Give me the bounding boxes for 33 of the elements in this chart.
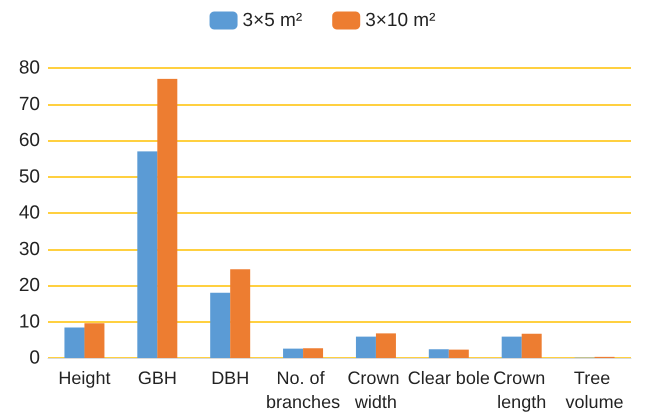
x-tick-label: No. of branches bbox=[266, 368, 340, 412]
bar bbox=[428, 349, 449, 358]
bar bbox=[283, 348, 304, 358]
bar bbox=[522, 334, 542, 358]
y-tick-label: 80 bbox=[18, 58, 40, 78]
bar bbox=[64, 328, 84, 358]
y-tick-label: 20 bbox=[18, 275, 40, 296]
y-tick-label: 0 bbox=[29, 348, 40, 368]
bar bbox=[303, 348, 324, 358]
y-tick-label: 30 bbox=[18, 238, 40, 260]
legend-label: 3×10 m² bbox=[365, 10, 436, 31]
bar bbox=[210, 292, 230, 358]
bar bbox=[356, 336, 376, 358]
x-tick-label: Height bbox=[58, 368, 110, 388]
y-tick-label: 70 bbox=[18, 94, 40, 115]
bar bbox=[137, 151, 158, 358]
x-tick-label: Crown length bbox=[493, 368, 550, 412]
bar bbox=[448, 350, 469, 358]
x-tick-label: Clear bole bbox=[408, 368, 490, 388]
y-tick-label: 10 bbox=[18, 311, 40, 332]
bar bbox=[84, 323, 104, 358]
y-tick-label: 40 bbox=[18, 202, 40, 224]
y-tick-label: 50 bbox=[18, 166, 40, 188]
x-tick-label: Crown width bbox=[347, 368, 404, 412]
x-tick-label: GBH bbox=[138, 368, 177, 388]
bar bbox=[157, 78, 178, 358]
bar bbox=[502, 336, 522, 358]
y-tick-label: 60 bbox=[18, 130, 40, 151]
legend-label: 3×5 m² bbox=[242, 10, 302, 31]
bar bbox=[230, 269, 250, 358]
bar bbox=[376, 333, 396, 358]
x-tick-label: Tree volume bbox=[566, 368, 624, 412]
x-tick-label: DBH bbox=[211, 368, 250, 388]
